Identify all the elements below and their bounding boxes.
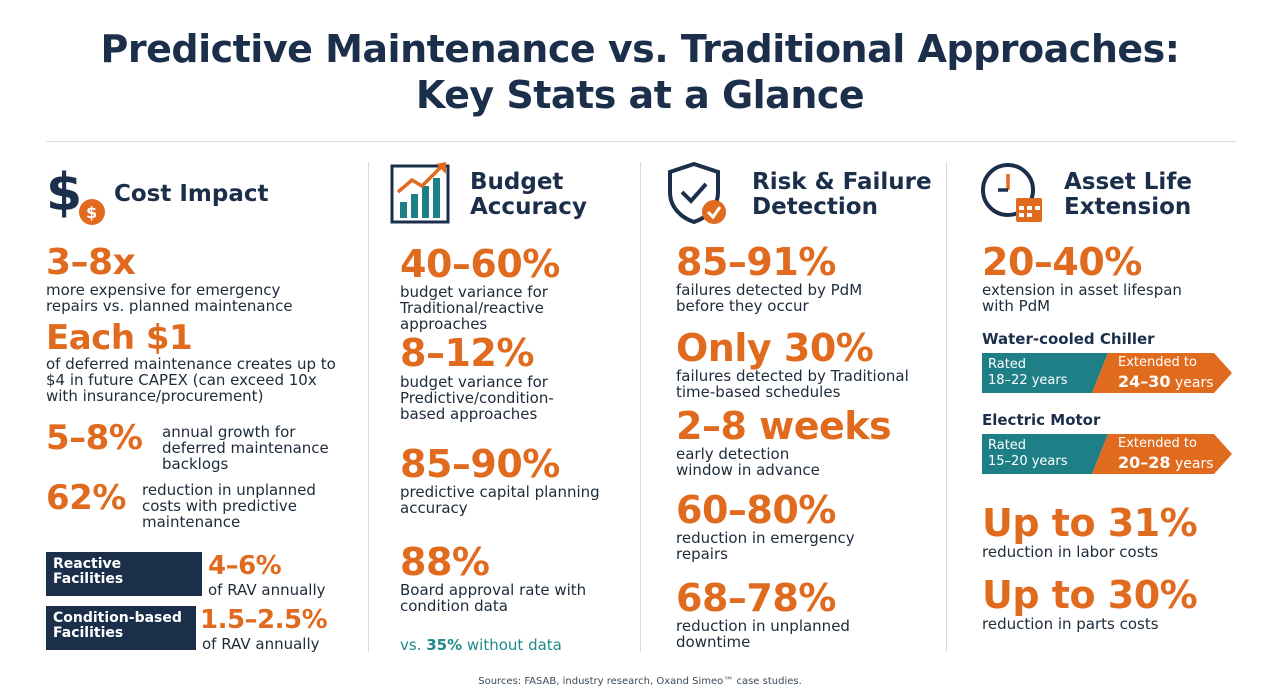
condition-based-facilities-label: Condition-based Facilities [46, 606, 196, 650]
clock-calendar-icon [981, 163, 1042, 222]
asset-life-header: Asset Life Extension [980, 160, 1250, 232]
shield-check-icon [668, 161, 726, 225]
equipment-name: Electric Motor [982, 411, 1101, 429]
stat-block: 88% Board approval rate with condition d… [400, 542, 586, 614]
stat-value: 62% [46, 478, 126, 518]
asset-life-title: Asset Life Extension [1064, 169, 1192, 220]
stat-description: failures detected by Traditional time-ba… [676, 367, 909, 401]
svg-text:$: $ [86, 203, 97, 222]
stat-value: Only 30% [676, 326, 874, 370]
stat-value: 88% [400, 540, 490, 584]
stat-value: 5–8% [46, 418, 143, 458]
stat-description: Board approval rate with condition data [400, 581, 587, 615]
column-divider [640, 162, 641, 652]
title-line-2: Key Stats at a Glance [415, 73, 865, 117]
stat-value: Up to 31% [982, 501, 1198, 545]
lifespan-extension-bar: Rated 18–22 years Extended to 24–30 years [982, 353, 1234, 393]
stat-description: reduction in parts costs [982, 615, 1159, 633]
stat-value: 20–40% [982, 240, 1142, 284]
bar-chart-trend-icon [390, 162, 450, 224]
stat-block: 85–90% predictive capital planning accur… [400, 444, 600, 516]
risk-detection-header: Risk & Failure Detection [664, 160, 940, 232]
equipment-name: Water-cooled Chiller [982, 330, 1155, 348]
stat-value: 2–8 weeks [676, 404, 892, 448]
stat-value: 4–6% [208, 551, 282, 581]
lifespan-extension-bar: Rated 15–20 years Extended to 20–28 years [982, 434, 1234, 474]
sources-footer: Sources: FASAB, industry research, Oxand… [478, 676, 802, 687]
extended-label: Extended to [1118, 355, 1197, 370]
stat-description: budget variance for Predictive/condition… [400, 373, 554, 423]
stat-block: 60–80% reduction in emergency repairs [676, 490, 855, 562]
stat-block: Up to 31% reduction in labor costs [982, 501, 1198, 561]
stat-description: of RAV annually [202, 635, 320, 653]
stat-value: 85–90% [400, 442, 560, 486]
extension-arrow [982, 434, 1232, 474]
stat-value: 68–78% [676, 576, 836, 620]
extended-years: 24–30 years [1118, 372, 1214, 391]
budget-accuracy-header: Budget Accuracy [390, 160, 630, 232]
extended-label: Extended to [1118, 436, 1197, 451]
budget-accuracy-title: Budget Accuracy [470, 169, 587, 220]
title-line-1: Predictive Maintenance vs. Traditional A… [100, 27, 1180, 71]
stat-value: Each $1 [46, 318, 193, 358]
stat-value: 60–80% [676, 488, 836, 532]
stat-description: reduction in labor costs [982, 543, 1159, 561]
stat-block: Only 30% failures detected by Traditiona… [676, 328, 909, 400]
rated-years: Rated 15–20 years [988, 438, 1068, 469]
reactive-facilities-label: Reactive Facilities [46, 552, 202, 596]
stat-description: predictive capital planning accuracy [400, 483, 600, 517]
stat-value: 40–60% [400, 242, 560, 286]
column-divider [946, 162, 947, 652]
rated-years: Rated 18–22 years [988, 357, 1068, 388]
stat-block: 2–8 weeks early detection window in adva… [676, 404, 892, 479]
extension-arrow [982, 353, 1232, 393]
stat-description: extension in asset lifespan with PdM [982, 281, 1182, 315]
stat-block: 68–78% reduction in unplanned downtime [676, 578, 850, 650]
stat-block: 5–8% [46, 418, 143, 458]
stat-block: 62% [46, 478, 126, 518]
stat-value: 8–12% [400, 331, 534, 375]
stat-description: of deferred maintenance creates up to $4… [46, 355, 336, 405]
dollar-icon: $ $ [46, 163, 105, 225]
risk-detection-title: Risk & Failure Detection [752, 169, 932, 220]
extended-years: 20–28 years [1118, 453, 1214, 472]
stat-block: 20–40% extension in asset lifespan with … [982, 242, 1182, 314]
stat-block: 8–12% budget variance for Predictive/con… [400, 332, 554, 422]
budget-accuracy-column: Budget Accuracy 40–60% budget variance f… [390, 160, 630, 654]
stat-description: more expensive for emergency repairs vs.… [46, 281, 293, 315]
stat-block: Each $1 of deferred maintenance creates … [46, 320, 356, 404]
asset-life-column: Asset Life Extension 20–40% extension in… [980, 160, 1250, 632]
stat-value: 3–8x [46, 242, 136, 283]
svg-text:$: $ [46, 163, 82, 223]
stat-block: 85–91% failures detected by PdM before t… [676, 242, 862, 314]
cost-impact-header: $ $ Cost Impact [46, 160, 356, 232]
cost-impact-title: Cost Impact [114, 181, 269, 207]
stat-block: Up to 30% reduction in parts costs [982, 573, 1198, 633]
without-data-note: vs. 35% without data [400, 636, 562, 654]
stat-block: 3–8x more expensive for emergency repair… [46, 242, 293, 315]
stat-description: early detection window in advance [676, 445, 820, 479]
stat-value: 1.5–2.5% [200, 605, 328, 635]
risk-detection-column: Risk & Failure Detection 85–91% failures… [664, 160, 940, 650]
column-divider [368, 162, 369, 652]
stat-description: reduction in emergency repairs [676, 529, 855, 563]
page-title: Predictive Maintenance vs. Traditional A… [0, 26, 1280, 118]
title-divider [46, 141, 1236, 142]
stat-description: reduction in unplanned downtime [676, 617, 850, 651]
stat-description: reduction in unplanned costs with predic… [142, 481, 316, 531]
stat-block: 40–60% budget variance for Traditional/r… [400, 244, 630, 332]
stat-description: budget variance for Traditional/reactive… [400, 283, 548, 333]
stat-description: annual growth for deferred maintenance b… [162, 423, 329, 473]
stat-value: Up to 30% [982, 573, 1198, 617]
cost-impact-column: $ $ Cost Impact 3–8x more expensive for … [46, 160, 356, 652]
stat-description: of RAV annually [208, 581, 326, 599]
stat-value: 85–91% [676, 240, 836, 284]
stat-description: failures detected by PdM before they occ… [676, 281, 863, 315]
